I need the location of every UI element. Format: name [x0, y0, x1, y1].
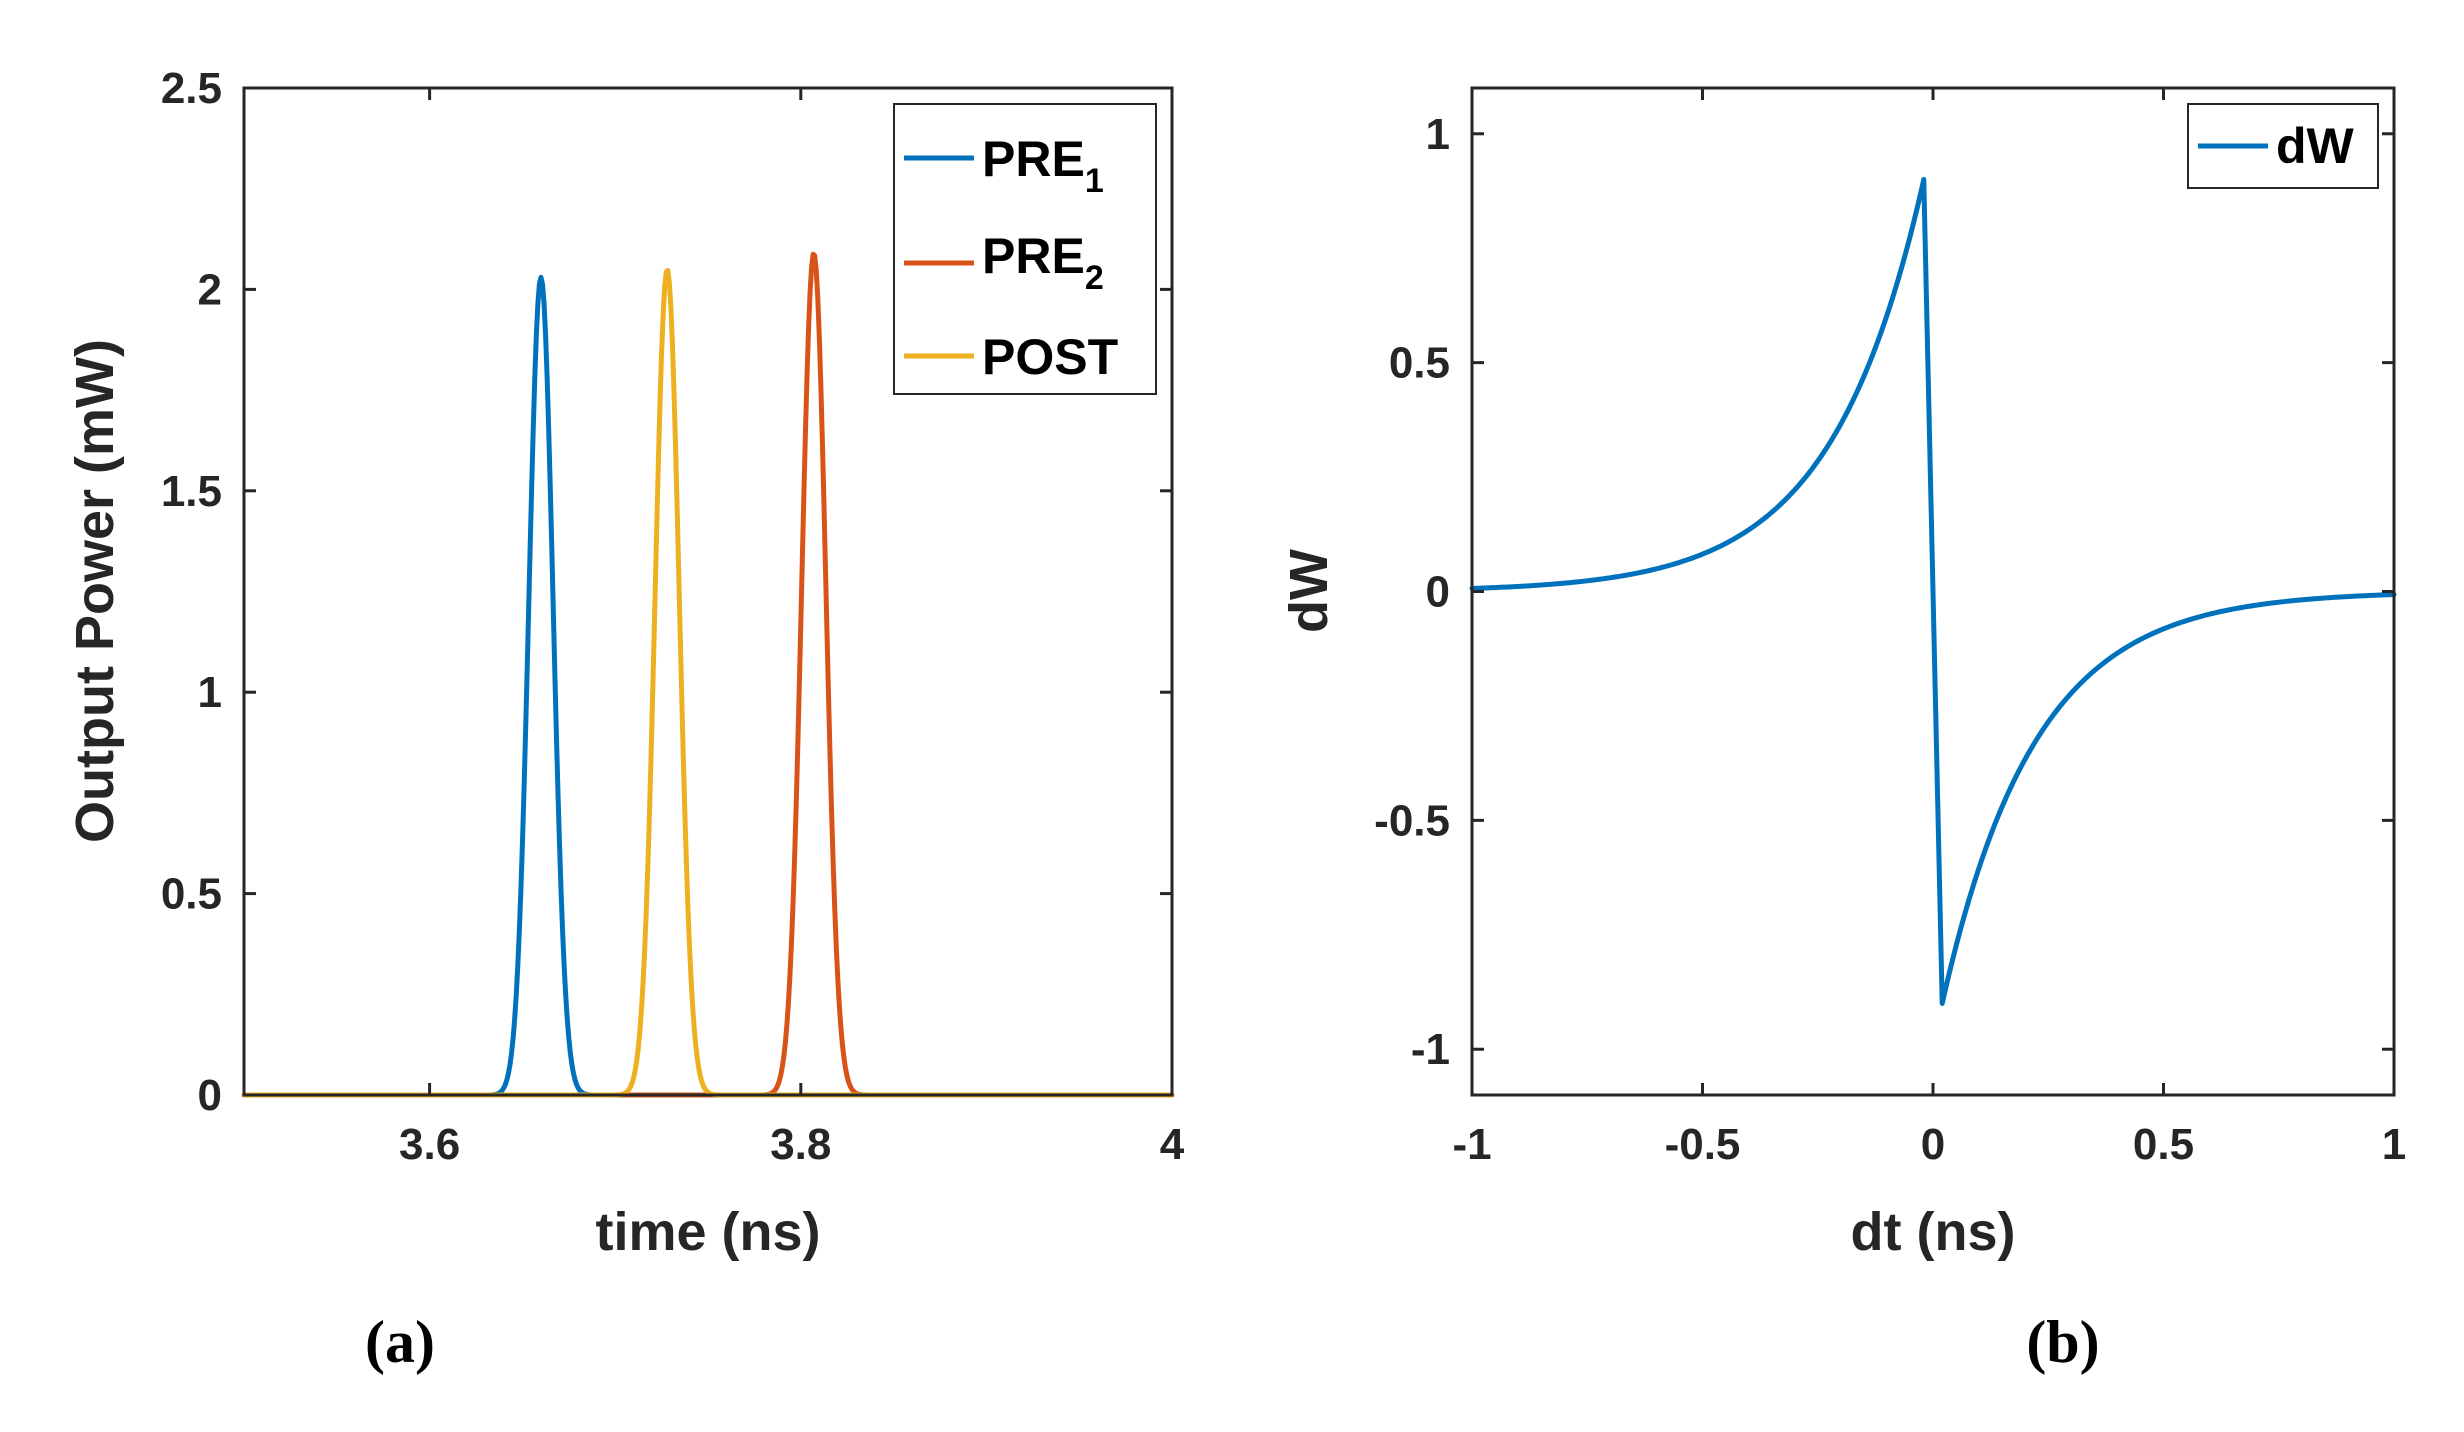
panel-b-y-tick-label: 0 [1426, 568, 1450, 617]
panel-b-label: (b) [2026, 1309, 2099, 1375]
panel-b-x-axis-title: dt (ns) [1851, 1202, 2016, 1262]
panel-a-y-tick-label: 0 [198, 1071, 222, 1120]
panel-a-axes-box [242, 86, 1174, 1097]
panel-a-ticks: 3.6 3.8 4 0 0.5 1 1.5 2 2.5 [161, 64, 1185, 1169]
panel-b-y-tick-label: -0.5 [1374, 796, 1450, 845]
panel-b-y-tick-label: 0.5 [1389, 339, 1450, 388]
panel-a-chart: 3.6 3.8 4 0 0.5 1 1.5 2 2.5 time (ns) Output Pow… [65, 64, 1185, 1375]
legend-label-dw: dW [2276, 118, 2355, 174]
panel-a-y-axis-title: Output Power (mW) [65, 339, 125, 843]
panel-a-label: (a) [365, 1309, 435, 1375]
panel-b-series-group [1469, 177, 2397, 1006]
panel-b-chart: -1 -0.5 0 0.5 1 -1 -0.5 0 0.5 1 dt (ns) dW dW (b) [1279, 86, 2406, 1375]
panel-a-x-tick-label: 3.6 [399, 1120, 460, 1169]
panel-b-x-tick-label: -0.5 [1665, 1120, 1741, 1169]
legend-label-pre2: PRE2 [982, 228, 1104, 297]
panel-a-y-tick-label: 1.5 [161, 467, 222, 516]
panel-b-x-tick-label: 0.5 [2133, 1120, 2194, 1169]
panel-b-x-tick-label: -1 [1452, 1120, 1491, 1169]
series-pre1-line [241, 274, 1175, 1098]
panel-b-y-tick-label: 1 [1426, 110, 1450, 159]
panel-a-legend-box [893, 103, 1157, 395]
series-dw-line [1469, 177, 2397, 1006]
panel-b-y-tick-label: -1 [1411, 1025, 1450, 1074]
panel-b-ticks: -1 -0.5 0 0.5 1 -1 -0.5 0 0.5 1 [1374, 88, 2406, 1169]
legend-label-post: POST [982, 329, 1118, 385]
panel-a-y-tick-label: 1 [198, 668, 222, 717]
panel-a-y-tick-label: 2.5 [161, 64, 222, 113]
panel-a-x-axis-title: time (ns) [595, 1202, 820, 1262]
panel-b-legend: dW [2187, 103, 2379, 189]
legend-label-pre1: PRE1 [982, 131, 1104, 200]
panel-b-x-tick-label: 0 [1921, 1120, 1945, 1169]
panel-a-y-tick-label: 0.5 [161, 870, 222, 919]
panel-a-y-tick-label: 2 [198, 265, 222, 314]
panel-b-x-tick-label: 1 [2382, 1120, 2406, 1169]
panel-b-y-axis-title: dW [1279, 549, 1339, 633]
panel-a-legend: PRE1 PRE2 POST [893, 103, 1157, 395]
panel-a-x-tick-label: 3.8 [770, 1120, 831, 1169]
panel-a-x-tick-label: 4 [1160, 1120, 1185, 1169]
